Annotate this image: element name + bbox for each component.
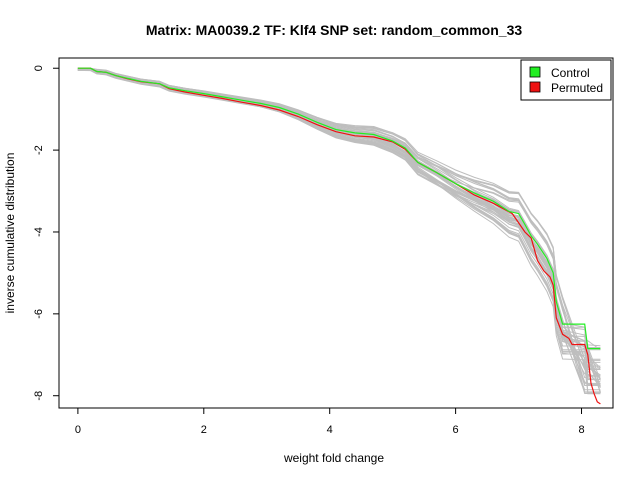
legend: Control Permuted: [520, 59, 612, 101]
legend-swatch-control: [529, 66, 541, 78]
random-series-line: [77, 67, 601, 360]
x-tick-label: 2: [201, 424, 207, 436]
chart-title: Matrix: MA0039.2 TF: Klf4 SNP set: rando…: [146, 22, 523, 38]
legend-label-control: Control: [551, 66, 590, 80]
y-tick-label: -4: [33, 227, 45, 237]
random-series-line: [77, 69, 601, 379]
y-axis: 0 -2 -4 -6 -8: [33, 65, 60, 401]
x-tick-label: 0: [75, 424, 81, 436]
y-tick-label: -6: [33, 309, 45, 319]
x-tick-label: 8: [578, 424, 584, 436]
background-series-group: [77, 67, 601, 395]
control-series-line: [77, 67, 601, 350]
main-series-group: [77, 67, 601, 405]
random-series-line: [77, 68, 601, 377]
random-series-line: [77, 69, 601, 385]
random-series-line: [77, 67, 601, 380]
random-series-line: [77, 69, 601, 361]
x-tick-label: 6: [453, 424, 459, 436]
y-tick-label: -8: [33, 391, 45, 401]
y-axis-label: inverse cumulative distribution: [3, 153, 17, 314]
x-axis: 0 2 4 6 8: [75, 407, 585, 436]
random-series-line: [77, 68, 601, 351]
y-tick-label: -2: [33, 145, 45, 155]
random-series-line: [77, 67, 601, 376]
y-tick-label: 0: [33, 65, 45, 71]
permuted-series-line: [77, 67, 601, 405]
random-series-line: [77, 69, 601, 351]
legend-swatch-permuted: [529, 81, 541, 93]
legend-label-permuted: Permuted: [551, 81, 603, 95]
random-series-line: [77, 69, 601, 388]
x-tick-label: 4: [327, 424, 333, 436]
x-axis-label: weight fold change: [283, 451, 384, 465]
